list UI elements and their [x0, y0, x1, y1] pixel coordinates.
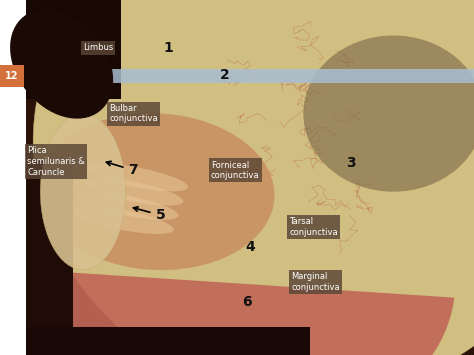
Ellipse shape — [33, 0, 474, 355]
Text: Tarsal
conjunctiva: Tarsal conjunctiva — [289, 217, 338, 237]
Wedge shape — [38, 271, 454, 355]
Bar — [26, 0, 121, 99]
Text: 12: 12 — [5, 71, 18, 81]
Text: Marginal
conjunctiva: Marginal conjunctiva — [292, 272, 340, 292]
Bar — [26, 160, 73, 355]
Text: Bulbar
conjunctiva: Bulbar conjunctiva — [109, 104, 158, 124]
Ellipse shape — [40, 114, 126, 270]
Text: 4: 4 — [246, 240, 255, 254]
Ellipse shape — [73, 206, 173, 234]
Ellipse shape — [38, 113, 274, 270]
Ellipse shape — [82, 178, 183, 206]
Text: 6: 6 — [242, 295, 251, 310]
Text: Limbus: Limbus — [83, 43, 113, 53]
Text: 5: 5 — [156, 208, 166, 222]
Text: 7: 7 — [128, 163, 137, 178]
Ellipse shape — [303, 36, 474, 192]
Bar — [0, 65, 24, 87]
Bar — [26, 327, 310, 355]
Bar — [24, 69, 474, 83]
Text: Plica
semilunaris &
Caruncle: Plica semilunaris & Caruncle — [27, 146, 85, 177]
Ellipse shape — [87, 164, 188, 191]
Text: 3: 3 — [346, 156, 356, 170]
Ellipse shape — [10, 9, 113, 119]
Text: Forniceal
conjunctiva: Forniceal conjunctiva — [211, 160, 260, 180]
Text: 1: 1 — [164, 41, 173, 55]
Ellipse shape — [78, 192, 178, 220]
Text: 2: 2 — [220, 67, 230, 82]
